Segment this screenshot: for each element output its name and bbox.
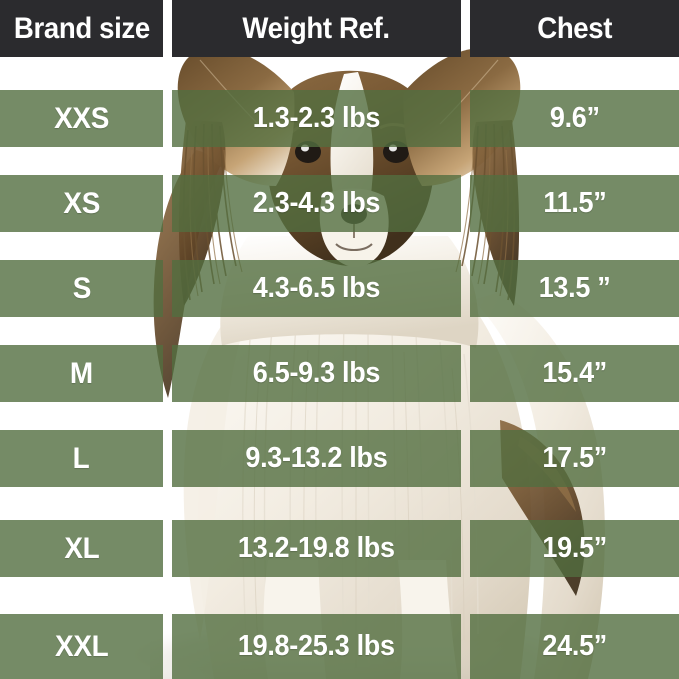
column-header-chest: Chest — [470, 0, 679, 57]
table-row: XL 13.2-19.8 lbs 19.5” — [0, 520, 679, 577]
cell-weight-ref-value: 19.8-25.3 lbs — [238, 630, 395, 662]
cell-weight-ref: 2.3-4.3 lbs — [172, 175, 461, 232]
cell-brand-size: XS — [0, 175, 163, 232]
cell-chest-value: 9.6” — [549, 102, 600, 134]
cell-weight-ref: 4.3-6.5 lbs — [172, 260, 461, 317]
cell-chest-value: 24.5” — [542, 630, 607, 662]
column-header-brand-size-label: Brand size — [13, 11, 150, 45]
cell-weight-ref: 13.2-19.8 lbs — [172, 520, 461, 577]
cell-weight-ref-value: 9.3-13.2 lbs — [245, 442, 388, 474]
cell-chest-value: 13.5 ” — [538, 272, 611, 304]
table-row: XXS 1.3-2.3 lbs 9.6” — [0, 90, 679, 147]
table-row: S 4.3-6.5 lbs 13.5 ” — [0, 260, 679, 317]
cell-brand-size-value: XL — [63, 531, 100, 565]
table-row: XXL 19.8-25.3 lbs 24.5” — [0, 614, 679, 679]
cell-weight-ref-value: 2.3-4.3 lbs — [252, 187, 381, 219]
column-header-chest-label: Chest — [537, 11, 612, 45]
cell-brand-size-value: XXS — [53, 101, 109, 135]
cell-weight-ref-value: 6.5-9.3 lbs — [252, 357, 381, 389]
cell-weight-ref: 1.3-2.3 lbs — [172, 90, 461, 147]
cell-weight-ref: 6.5-9.3 lbs — [172, 345, 461, 402]
table-row: L 9.3-13.2 lbs 17.5” — [0, 430, 679, 487]
cell-brand-size-value: S — [72, 271, 91, 305]
cell-chest: 19.5” — [470, 520, 679, 577]
cell-chest: 11.5” — [470, 175, 679, 232]
table-row: XS 2.3-4.3 lbs 11.5” — [0, 175, 679, 232]
table-header-row: Brand size Weight Ref. Chest — [0, 0, 679, 57]
column-header-brand-size: Brand size — [0, 0, 163, 57]
cell-brand-size: M — [0, 345, 163, 402]
column-header-weight-ref-label: Weight Ref. — [242, 11, 391, 45]
cell-weight-ref: 19.8-25.3 lbs — [172, 614, 461, 679]
cell-brand-size-value: XXL — [54, 629, 109, 663]
cell-chest-value: 15.4” — [542, 357, 607, 389]
cell-weight-ref-value: 1.3-2.3 lbs — [252, 102, 381, 134]
cell-chest-value: 11.5” — [542, 187, 607, 219]
column-header-weight-ref: Weight Ref. — [172, 0, 461, 57]
cell-brand-size: S — [0, 260, 163, 317]
cell-weight-ref: 9.3-13.2 lbs — [172, 430, 461, 487]
cell-brand-size-value: M — [70, 356, 93, 390]
cell-brand-size: XL — [0, 520, 163, 577]
table-row: M 6.5-9.3 lbs 15.4” — [0, 345, 679, 402]
cell-chest-value: 19.5” — [542, 532, 607, 564]
cell-brand-size: XXS — [0, 90, 163, 147]
cell-chest: 13.5 ” — [470, 260, 679, 317]
cell-brand-size: L — [0, 430, 163, 487]
cell-brand-size-value: XS — [63, 186, 100, 220]
cell-chest: 17.5” — [470, 430, 679, 487]
cell-brand-size-value: L — [73, 441, 90, 475]
cell-chest-value: 17.5” — [542, 442, 607, 474]
cell-brand-size: XXL — [0, 614, 163, 679]
cell-chest: 15.4” — [470, 345, 679, 402]
cell-chest: 9.6” — [470, 90, 679, 147]
cell-weight-ref-value: 4.3-6.5 lbs — [252, 272, 381, 304]
cell-chest: 24.5” — [470, 614, 679, 679]
cell-weight-ref-value: 13.2-19.8 lbs — [238, 532, 395, 564]
